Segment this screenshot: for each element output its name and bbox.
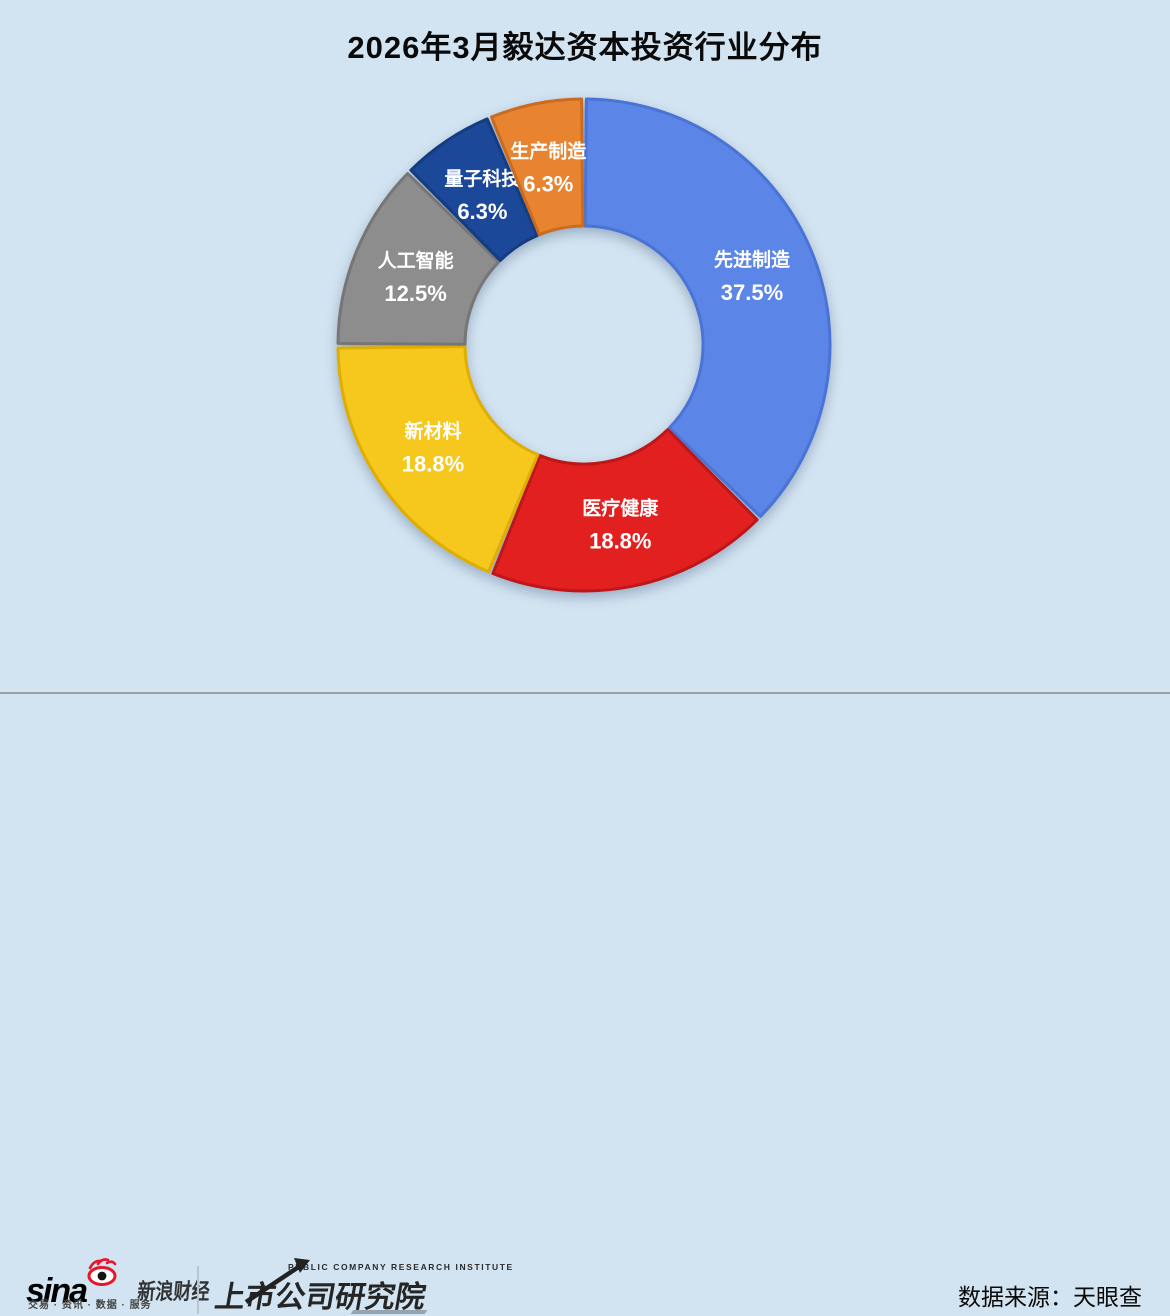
donut-chart: 先进制造 37.5% 医疗健康 18.8% 新材料 18.8% 人工智能 12.5% 量子科技 6… xyxy=(336,97,832,593)
slice-label-5: 生产制造 6.3% xyxy=(510,140,587,197)
footer-rule xyxy=(0,692,1170,694)
institute-underline xyxy=(350,1310,428,1314)
footer-divider xyxy=(197,1266,199,1314)
slice-label-1: 医疗健康 18.8% xyxy=(582,496,659,553)
slice-label-2: 新材料 18.8% xyxy=(402,420,464,477)
donut-slice-4 xyxy=(409,117,539,262)
donut-slice-0 xyxy=(583,97,832,518)
slice-label-4: 量子科技 6.3% xyxy=(444,167,521,224)
page-title: 2026年3月毅达资本投资行业分布 xyxy=(347,30,823,65)
footer: sina 新浪财经 交易 · 资讯 · 数据 · 服务 PUBLIC COMPA… xyxy=(0,628,1170,1314)
donut-slice-1 xyxy=(491,428,759,593)
slice-label-0: 先进制造 37.5% xyxy=(714,248,791,305)
donut-slice-3 xyxy=(336,172,501,346)
arrow-up-icon xyxy=(244,1258,310,1304)
sina-tagline: 交易 · 资讯 · 数据 · 服务 xyxy=(28,1300,152,1311)
donut-slice-5 xyxy=(490,97,585,237)
slice-label-3: 人工智能 12.5% xyxy=(378,249,454,306)
donut-slice-2 xyxy=(336,345,540,574)
institute-en-label: PUBLIC COMPANY RESEARCH INSTITUTE xyxy=(288,1262,514,1272)
sina-eye-icon xyxy=(87,1258,117,1286)
data-source-label: 数据来源：天眼查 xyxy=(958,1284,1142,1310)
